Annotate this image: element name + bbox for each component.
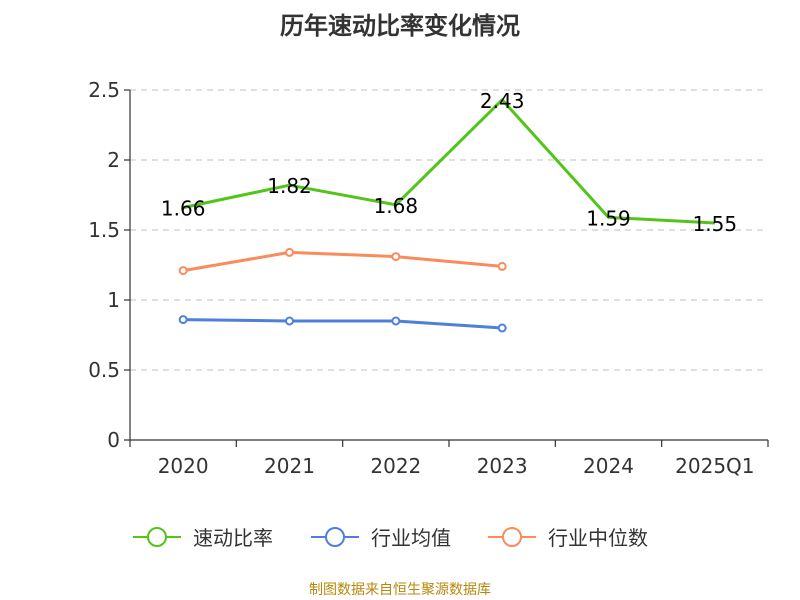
y-tick-label: 2 <box>107 148 120 172</box>
y-tick-label: 2.5 <box>88 78 120 102</box>
legend: 速动比率 行业均值 行业中位数 <box>133 526 648 550</box>
legend-label: 速动比率 <box>193 526 273 550</box>
grid <box>130 89 768 371</box>
data-label: 2.43 <box>480 89 525 113</box>
data-point <box>178 266 188 276</box>
data-point <box>497 323 507 333</box>
y-tick-label: 1 <box>107 288 120 312</box>
x-tick-label: 2025Q1 <box>675 454 754 478</box>
series-line-1 <box>183 318 503 330</box>
legend-label: 行业均值 <box>371 526 451 550</box>
data-point <box>391 316 401 326</box>
source-note: 制图数据来自恒生聚源数据库 <box>309 582 491 598</box>
series-line-2 <box>182 250 503 273</box>
data-point <box>285 247 294 257</box>
data-label: 1.59 <box>586 206 631 230</box>
x-tick-label: 2020 <box>158 454 209 478</box>
data-labels: 1.66 1.82 1.68 2.43 1.59 1.55 <box>161 89 737 236</box>
y-tick-label: 1.5 <box>88 218 120 242</box>
axes: 0 0.5 1 1.5 2 2.5 2020 2021 2022 2023 2024 2025Q1 <box>88 78 769 478</box>
data-label: 1.55 <box>693 212 738 236</box>
legend-label: 行业中位数 <box>548 526 648 550</box>
data-label: 1.66 <box>161 197 206 221</box>
data-label: 1.82 <box>267 174 312 198</box>
chart-title: 历年速动比率变化情况 <box>280 12 520 40</box>
data-label: 1.68 <box>374 194 419 218</box>
series-line-0 <box>182 98 715 225</box>
legend-marker <box>147 527 167 547</box>
series-layer <box>178 98 715 333</box>
x-tick-label: 2021 <box>264 454 315 478</box>
data-point <box>178 315 188 325</box>
x-tick-label: 2024 <box>583 454 634 478</box>
y-tick-label: 0 <box>107 428 120 452</box>
x-tick-label: 2022 <box>370 454 421 478</box>
data-point <box>391 252 401 262</box>
legend-marker <box>325 527 345 547</box>
legend-marker <box>502 527 522 547</box>
data-point <box>497 261 507 271</box>
x-tick-label: 2023 <box>477 454 528 478</box>
y-tick-label: 0.5 <box>88 358 120 382</box>
data-point <box>285 316 294 326</box>
